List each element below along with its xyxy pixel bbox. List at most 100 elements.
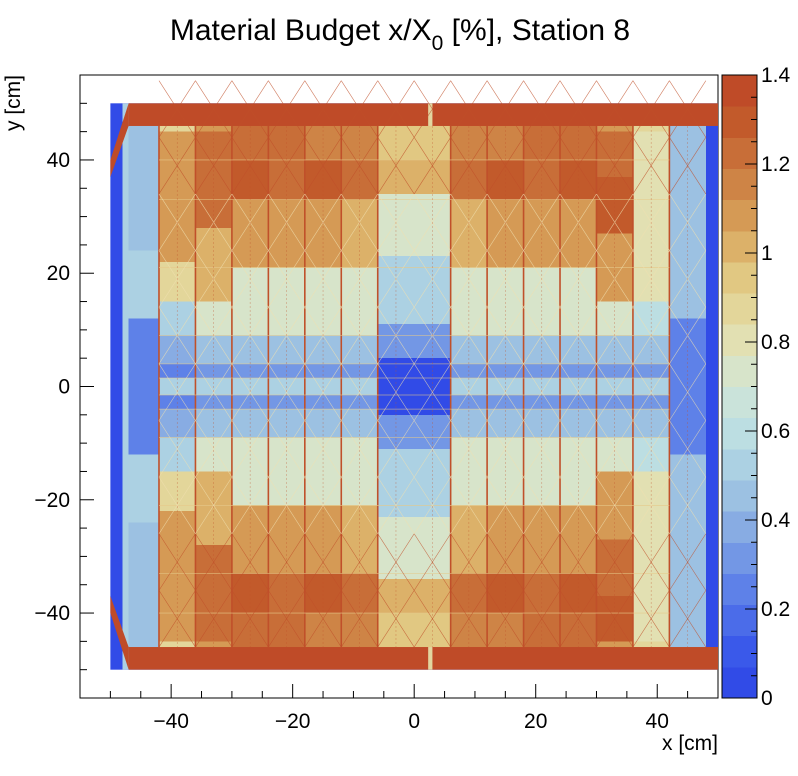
mesh-strut [559,420,597,478]
colorbar-swatch [722,511,757,543]
x-axis-title: x [cm] [662,732,718,755]
mesh-strut [377,137,415,195]
heatmap-cell [450,199,488,268]
title-main: Material Budget x/X [170,14,432,47]
heatmap-cell [128,318,159,455]
mesh-strut [413,476,451,534]
mesh-strut [450,137,488,195]
mesh-strut [268,476,306,534]
mesh-strut [669,137,707,195]
heatmap-cell [560,199,597,268]
mesh-strut [231,80,269,138]
heatmap-cell [122,103,129,670]
mesh-strut [523,476,561,534]
heatmap-cell [377,193,415,257]
heatmap-cell [377,159,415,194]
colorbar-tick-label: 1.2 [761,153,790,176]
heatmap-cell [128,250,159,319]
mesh-strut [450,420,488,478]
heatmap-cell [195,227,232,302]
heatmap-cell [195,545,232,642]
svg-text:Material Budget x/X0 [%], Stat: Material Budget x/X0 [%], Station 8 [170,14,630,55]
mesh-strut [413,363,451,421]
mesh-strut [413,80,451,138]
support-mesh [158,80,707,648]
mesh-strut [158,476,196,534]
heatmap-cell [705,103,718,670]
mesh-strut [304,476,342,534]
heatmap-cell [341,267,378,336]
mesh-strut [632,420,670,478]
mesh-strut [596,80,634,138]
heatmap-cell [231,267,269,336]
mesh-strut [669,476,707,534]
heatmap-cell [268,199,305,268]
y-tick-label: 20 [47,262,70,285]
mesh-strut [268,363,306,421]
heatmap-cell [158,511,196,580]
heatmap-cell [414,159,451,194]
heatmap-cell [632,131,670,302]
colorbar-tick-label: 0 [761,687,773,710]
mesh-strut [304,137,342,195]
heatmap-cell [377,324,415,359]
mesh-strut [341,476,378,534]
mesh-strut [523,137,561,195]
x-tick-label: 20 [524,710,547,733]
mesh-strut [341,363,378,421]
y-axis-title: y [cm] [2,75,25,131]
mesh-strut [596,476,634,534]
mesh-strut [304,420,342,478]
mesh-strut [523,80,561,138]
heatmap-cell [450,267,488,336]
colorbar-swatch [722,666,757,699]
colorbar-swatch [722,168,757,201]
x-tick-label: −20 [275,710,311,733]
colorbar-swatch [722,635,757,668]
heatmap-cell [304,267,342,336]
mesh-strut [596,363,634,421]
mesh-strut [669,420,707,478]
mesh-strut [377,476,415,534]
colorbar-tick-label: 0.4 [761,509,791,532]
mesh-strut [158,137,196,195]
x-tick-label: 0 [408,710,420,733]
mesh-strut [195,363,233,421]
mesh-strut [377,420,415,478]
heatmap-cell [128,454,159,523]
mesh-strut [231,476,269,534]
mesh-strut [632,476,670,534]
heatmap-cell [304,199,342,268]
mesh-strut [559,80,597,138]
mesh-strut [304,363,342,421]
mesh-strut [195,80,233,138]
colorbar-swatch [722,417,757,450]
title-subscript: 0 [432,32,444,55]
heatmap-cell [268,267,305,336]
chart-title: Material Budget x/X0 [%], Station 8 [170,14,630,55]
mesh-strut [195,476,233,534]
mesh-strut [341,137,378,195]
heatmap-band [128,647,719,670]
y-tick-label: 40 [47,149,70,172]
mesh-strut [341,80,378,138]
colorbar-swatch [722,106,757,138]
mesh-strut [158,363,196,421]
mesh-strut [669,80,707,138]
heatmap-cell [110,103,123,670]
mesh-strut [632,80,670,138]
heatmap-cell [128,103,159,251]
mesh-strut [486,420,524,478]
colorbar-tick-label: 1 [761,242,773,265]
mesh-strut [231,137,269,195]
mesh-strut [158,80,196,138]
mesh-strut [231,420,269,478]
heatmap-cell [231,199,269,268]
mesh-strut [304,80,342,138]
mesh-strut [413,420,451,478]
heatmap-cell [414,193,451,257]
y-tick-label: −40 [34,602,70,625]
bevel-bottom [110,596,129,670]
mesh-strut [195,420,233,478]
